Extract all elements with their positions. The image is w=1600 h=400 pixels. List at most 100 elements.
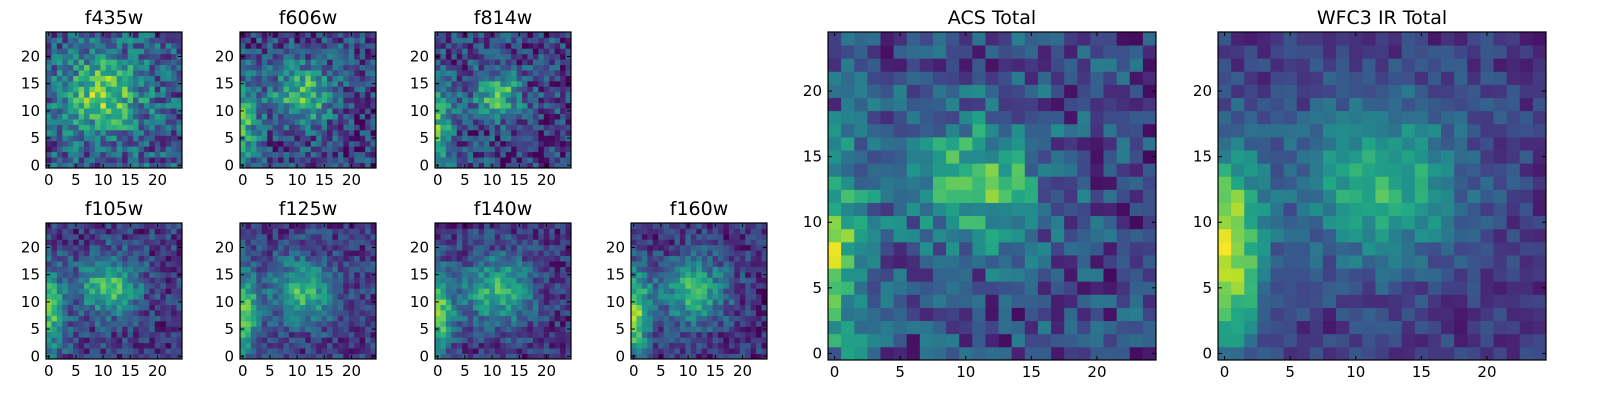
heatmap-cell bbox=[288, 293, 295, 300]
heatmap-cell bbox=[445, 64, 452, 71]
heatmap-cell bbox=[100, 37, 107, 44]
heatmap-cell bbox=[256, 342, 263, 349]
heatmap-cell bbox=[67, 53, 74, 60]
heatmap-cell bbox=[959, 333, 973, 348]
heatmap-cell bbox=[327, 261, 333, 267]
heatmap-cell bbox=[565, 337, 572, 344]
heatmap-cell bbox=[359, 102, 366, 109]
heatmap-cell bbox=[62, 97, 69, 104]
heatmap-cell bbox=[478, 255, 485, 262]
heatmap-cell bbox=[1011, 228, 1026, 243]
heatmap-cell bbox=[256, 255, 263, 262]
heatmap-cell bbox=[321, 271, 328, 278]
heatmap-cell bbox=[473, 261, 479, 267]
heatmap-cell bbox=[138, 59, 145, 66]
heatmap-cell bbox=[1064, 202, 1078, 217]
heatmap-cell bbox=[663, 244, 670, 251]
heatmap-cell bbox=[1116, 294, 1131, 308]
heatmap-cell bbox=[543, 310, 550, 316]
heatmap-cell bbox=[500, 277, 507, 284]
heatmap-cell bbox=[641, 266, 648, 273]
heatmap-cell bbox=[261, 42, 268, 49]
heatmap-cell bbox=[516, 64, 523, 71]
heatmap-cell bbox=[1116, 241, 1131, 256]
heatmap-cell bbox=[359, 32, 366, 38]
heatmap-cell bbox=[176, 42, 183, 49]
heatmap-cell bbox=[89, 271, 96, 278]
heatmap-cell bbox=[94, 32, 101, 38]
heatmap-cell bbox=[337, 119, 344, 125]
heatmap-cell bbox=[240, 157, 246, 163]
heatmap-cell bbox=[94, 348, 101, 354]
heatmap-cell bbox=[46, 228, 52, 235]
heatmap-cell bbox=[854, 241, 868, 256]
heatmap-cell bbox=[516, 146, 523, 153]
heatmap-cell bbox=[543, 326, 550, 333]
heatmap-cell bbox=[278, 146, 284, 153]
heatmap-cell bbox=[707, 337, 713, 344]
heatmap-cell bbox=[122, 119, 128, 125]
heatmap-cell bbox=[451, 342, 458, 349]
heatmap-cell bbox=[445, 162, 452, 169]
heatmap-cell bbox=[111, 282, 118, 289]
heatmap-cell bbox=[359, 320, 366, 327]
heatmap-cell bbox=[494, 124, 501, 131]
heatmap-cell bbox=[105, 299, 112, 305]
heatmap-cell bbox=[456, 59, 463, 66]
heatmap-cell bbox=[690, 326, 697, 333]
heatmap-cell bbox=[636, 250, 643, 257]
heatmap-cell bbox=[707, 353, 713, 360]
heatmap-cell bbox=[51, 70, 58, 76]
heatmap-cell bbox=[549, 91, 556, 98]
heatmap-cell bbox=[332, 119, 339, 125]
heatmap-cell bbox=[500, 102, 507, 109]
heatmap-cell bbox=[56, 42, 63, 49]
heatmap-cell bbox=[250, 261, 257, 267]
heatmap-cell bbox=[998, 255, 1013, 269]
heatmap-cell bbox=[516, 129, 523, 136]
heatmap-cell bbox=[116, 233, 123, 240]
heatmap-cell bbox=[272, 320, 279, 327]
heatmap-cell bbox=[299, 108, 306, 114]
heatmap-cell bbox=[310, 53, 317, 60]
heatmap-cell bbox=[116, 146, 123, 153]
heatmap-cell bbox=[538, 80, 545, 87]
heatmap-cell bbox=[696, 261, 703, 267]
heatmap-cell bbox=[332, 282, 339, 289]
heatmap-cell bbox=[636, 299, 643, 305]
heatmap-cell bbox=[294, 113, 301, 120]
axes-frame bbox=[239, 31, 377, 169]
heatmap-cell bbox=[283, 75, 290, 82]
heatmap-cell bbox=[483, 151, 490, 158]
heatmap-cell bbox=[370, 239, 377, 246]
heatmap-cell bbox=[647, 266, 654, 273]
heatmap-cell bbox=[554, 353, 561, 360]
heatmap-cell bbox=[283, 304, 290, 311]
heatmap-cell bbox=[723, 250, 730, 257]
heatmap-cell bbox=[283, 293, 290, 300]
heatmap-cell bbox=[343, 271, 350, 278]
heatmap-cell bbox=[473, 348, 479, 354]
heatmap-cell bbox=[516, 261, 523, 267]
heatmap-cell bbox=[440, 342, 447, 349]
heatmap-cell bbox=[89, 337, 96, 344]
heatmap-cell bbox=[462, 75, 469, 82]
x-tick-label: 15 bbox=[121, 171, 140, 189]
heatmap-cell bbox=[160, 266, 167, 273]
heatmap-cell bbox=[478, 32, 485, 38]
heatmap-cell bbox=[467, 331, 474, 338]
heatmap-cell bbox=[78, 157, 85, 163]
heatmap-cell bbox=[1011, 346, 1026, 361]
heatmap-cell bbox=[828, 189, 842, 203]
heatmap-cell bbox=[84, 135, 90, 142]
heatmap-cell bbox=[370, 151, 377, 158]
heatmap-cell bbox=[46, 140, 52, 147]
heatmap-cell bbox=[565, 261, 572, 267]
heatmap-cell bbox=[919, 346, 934, 361]
heatmap-cell bbox=[359, 48, 366, 55]
heatmap-cell bbox=[854, 268, 868, 282]
heatmap-cell bbox=[310, 86, 317, 93]
heatmap-cell bbox=[89, 37, 96, 44]
heatmap-cell bbox=[478, 277, 485, 284]
heatmap-cell bbox=[522, 119, 528, 125]
